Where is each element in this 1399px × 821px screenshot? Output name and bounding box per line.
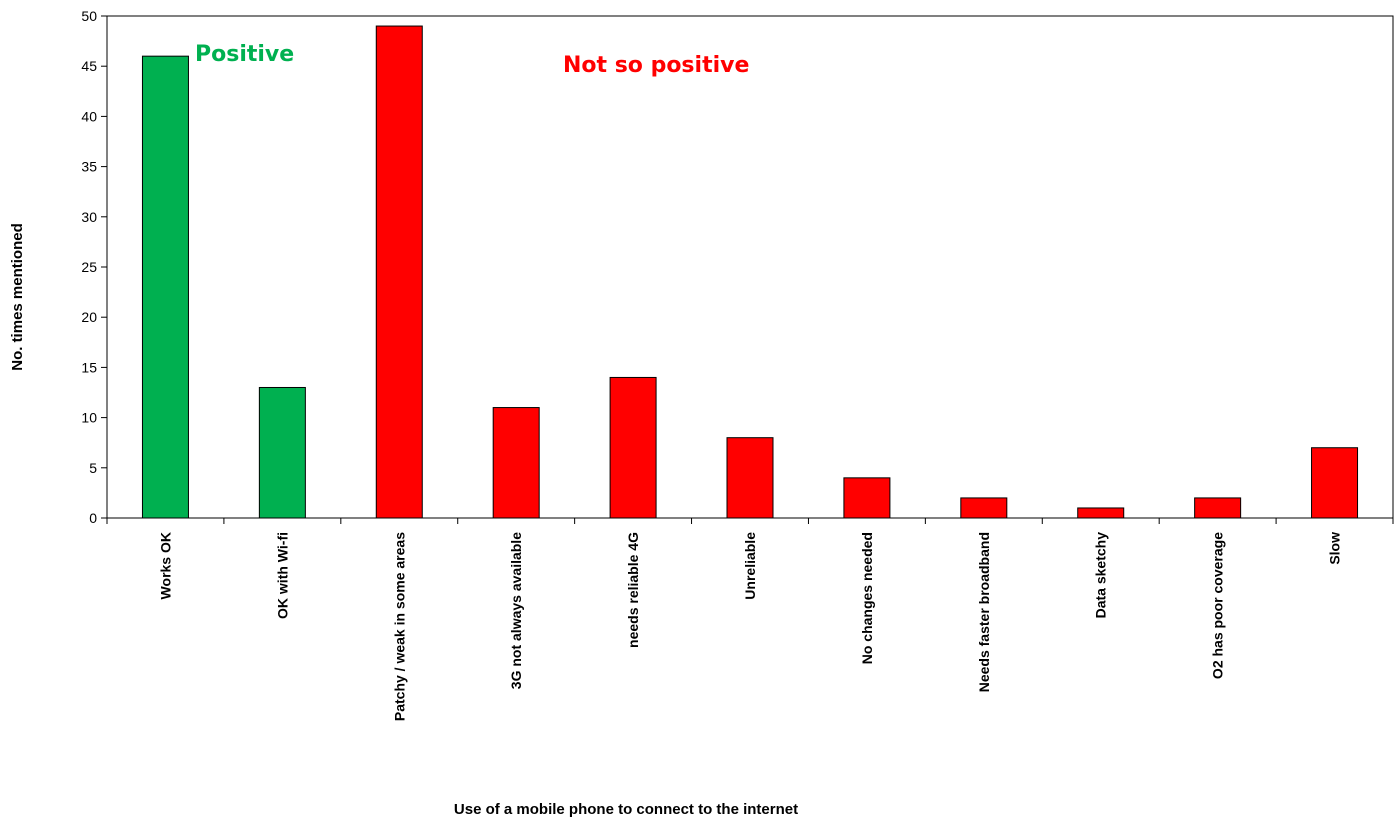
bar-4 [609, 376, 657, 519]
y-tick-label: 15 [81, 359, 97, 375]
plot-area-frame [106, 15, 1394, 519]
y-tick-label: 45 [81, 58, 97, 74]
bar-9 [1194, 497, 1242, 519]
bar-10 [1311, 447, 1359, 519]
y-tick-label: 35 [81, 159, 97, 175]
annotation-not-so-positive: Not so positive [563, 53, 749, 78]
x-axis-title: Use of a mobile phone to connect to the … [454, 801, 798, 818]
bar-8 [1077, 507, 1125, 519]
category-label: No changes needed [859, 532, 875, 664]
bars [141, 25, 1359, 519]
y-axis-title: No. times mentioned [9, 223, 26, 371]
category-label: OK with Wi-fi [274, 532, 290, 619]
category-label: Data sketchy [1093, 532, 1109, 619]
category-label: Slow [1327, 532, 1343, 565]
bar-3 [492, 407, 540, 519]
y-tick-label: 30 [81, 209, 97, 225]
y-axis-ticks: 0 5 10 15 20 25 30 35 40 45 50 [81, 8, 107, 526]
category-labels: Works OK OK with Wi-fi Patchy / weak in so… [157, 532, 1342, 721]
category-label: Patchy / weak in some areas [391, 532, 407, 721]
bar-6 [843, 477, 891, 519]
bar-7 [960, 497, 1008, 519]
bar-5 [726, 437, 774, 519]
y-tick-label: 50 [81, 8, 97, 24]
y-tick-label: 10 [81, 410, 97, 426]
bar-0 [141, 55, 189, 519]
y-tick-label: 25 [81, 259, 97, 275]
y-tick-label: 20 [81, 309, 97, 325]
x-axis-ticks [106, 518, 1394, 524]
annotation-positive: Positive [195, 42, 294, 67]
category-label: Works OK [157, 532, 173, 599]
bar-1 [258, 386, 306, 519]
bar-2 [375, 25, 423, 519]
y-tick-label: 5 [89, 460, 97, 476]
category-label: Unreliable [742, 532, 758, 600]
category-label: needs reliable 4G [625, 532, 641, 648]
category-label: 3G not always available [508, 532, 524, 689]
category-label: O2 has poor coverage [1210, 532, 1226, 679]
y-tick-label: 0 [89, 510, 97, 526]
category-label: Needs faster broadband [976, 532, 992, 692]
y-tick-label: 40 [81, 108, 97, 124]
